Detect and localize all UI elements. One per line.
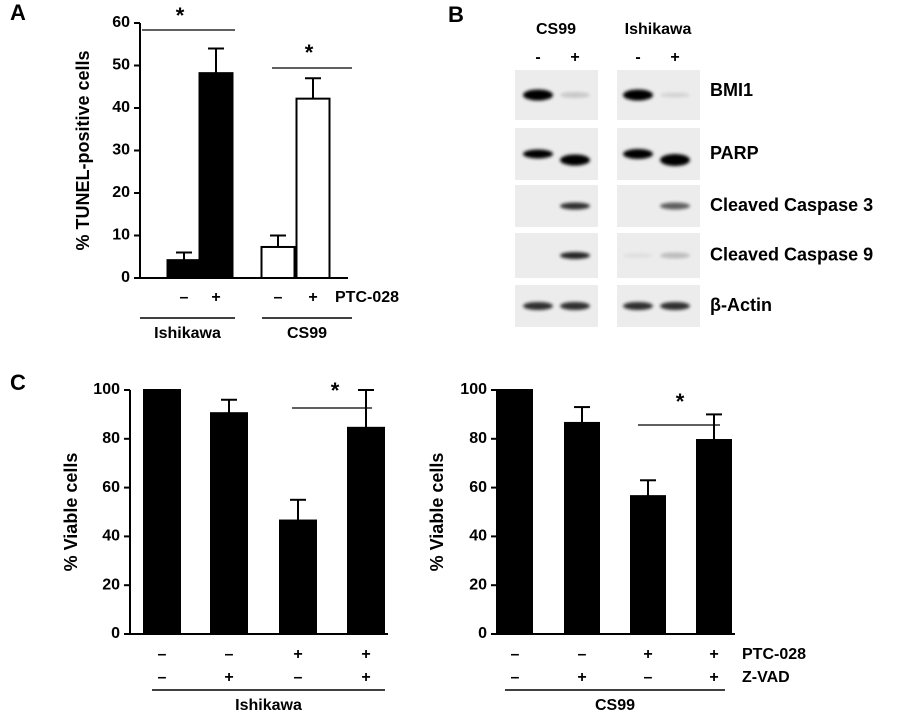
blot-band — [523, 302, 553, 310]
y-tick-label: 80 — [469, 430, 487, 447]
row-name: PTC-028 — [742, 646, 806, 663]
row-name: Z-VAD — [742, 669, 790, 686]
y-tick-label: 60 — [102, 479, 120, 496]
cell-line-label: Ishikawa — [625, 21, 692, 38]
y-tick-label: 60 — [112, 14, 130, 31]
blot-band — [660, 92, 690, 98]
y-tick-label: 0 — [121, 269, 130, 286]
bar — [260, 245, 296, 280]
bar — [630, 495, 666, 636]
bar — [497, 389, 533, 635]
significance-star: * — [676, 389, 685, 414]
lane-label: - — [635, 49, 640, 66]
row-mark: – — [511, 646, 520, 663]
protein-label: BMI1 — [710, 80, 753, 100]
treatment-label: PTC-028 — [335, 289, 399, 306]
blot-band — [560, 202, 590, 210]
significance-star: * — [176, 3, 185, 28]
blot-band — [560, 302, 590, 310]
significance-star: * — [305, 40, 314, 65]
row-mark: – — [158, 669, 167, 686]
significance-star: * — [331, 378, 340, 403]
y-tick-label: 80 — [102, 430, 120, 447]
x-tick-label: – — [274, 289, 283, 306]
bar — [166, 259, 202, 279]
y-tick-label: 40 — [102, 528, 120, 545]
protein-label: PARP — [710, 143, 759, 163]
row-mark: – — [644, 669, 653, 686]
row-mark: – — [225, 646, 234, 663]
y-tick-label: 10 — [112, 227, 130, 244]
blot-band — [660, 302, 690, 310]
protein-label: Cleaved Caspase 9 — [710, 244, 873, 264]
panel-label: C — [10, 370, 26, 395]
blot-band — [523, 149, 553, 159]
y-tick-label: 30 — [112, 142, 130, 159]
blot-band — [523, 89, 553, 101]
y-axis-label: % Viable cells — [61, 453, 81, 572]
row-mark: + — [361, 669, 370, 686]
y-axis-label: % Viable cells — [427, 453, 447, 572]
y-tick-label: 40 — [112, 99, 130, 116]
row-mark: + — [709, 669, 718, 686]
row-mark: – — [578, 646, 587, 663]
y-tick-label: 20 — [102, 576, 120, 593]
blot-band — [623, 253, 653, 258]
group-label: Ishikawa — [235, 697, 302, 714]
cell-line-label: CS99 — [536, 21, 576, 38]
row-mark: + — [577, 669, 586, 686]
bar — [210, 412, 248, 635]
row-mark: + — [361, 646, 370, 663]
panel-label: B — [448, 2, 464, 27]
bar — [143, 389, 181, 635]
row-mark: + — [293, 646, 302, 663]
y-tick-label: 100 — [460, 381, 487, 398]
row-mark: + — [643, 646, 652, 663]
blot-band — [660, 154, 690, 166]
y-tick-label: 0 — [111, 625, 120, 642]
blot-band — [560, 92, 590, 98]
row-mark: – — [158, 646, 167, 663]
panel-label: A — [10, 0, 26, 25]
row-mark: + — [224, 669, 233, 686]
blot-band — [623, 149, 653, 159]
y-axis-label: % TUNEL-positive cells — [73, 50, 93, 250]
group-label: Ishikawa — [154, 325, 221, 342]
bar — [295, 97, 331, 280]
group-label: CS99 — [595, 697, 635, 714]
group-label: CS99 — [287, 325, 327, 342]
bar — [198, 72, 234, 280]
lane-label: + — [670, 49, 679, 66]
lane-label: + — [570, 49, 579, 66]
blot-band — [560, 154, 590, 166]
blot-band — [623, 89, 653, 101]
row-mark: + — [709, 646, 718, 663]
blot-band — [660, 252, 690, 259]
x-tick-label: + — [211, 289, 220, 306]
row-mark: – — [511, 669, 520, 686]
y-tick-label: 40 — [469, 528, 487, 545]
lane-label: - — [535, 49, 540, 66]
y-tick-label: 20 — [112, 184, 130, 201]
protein-label: Cleaved Caspase 3 — [710, 195, 873, 215]
x-tick-label: + — [308, 289, 317, 306]
protein-label: β-Actin — [710, 295, 772, 315]
y-tick-label: 50 — [112, 57, 130, 74]
bar — [347, 426, 385, 635]
bar — [696, 439, 732, 635]
blot-band — [660, 202, 690, 210]
y-tick-label: 60 — [469, 479, 487, 496]
blot-band — [623, 302, 653, 310]
y-tick-label: 20 — [469, 576, 487, 593]
bar — [279, 519, 317, 635]
x-tick-label: – — [180, 289, 189, 306]
y-tick-label: 0 — [478, 625, 487, 642]
bar — [564, 421, 600, 635]
row-mark: – — [294, 669, 303, 686]
blot-band — [560, 252, 590, 259]
y-tick-label: 100 — [93, 381, 120, 398]
